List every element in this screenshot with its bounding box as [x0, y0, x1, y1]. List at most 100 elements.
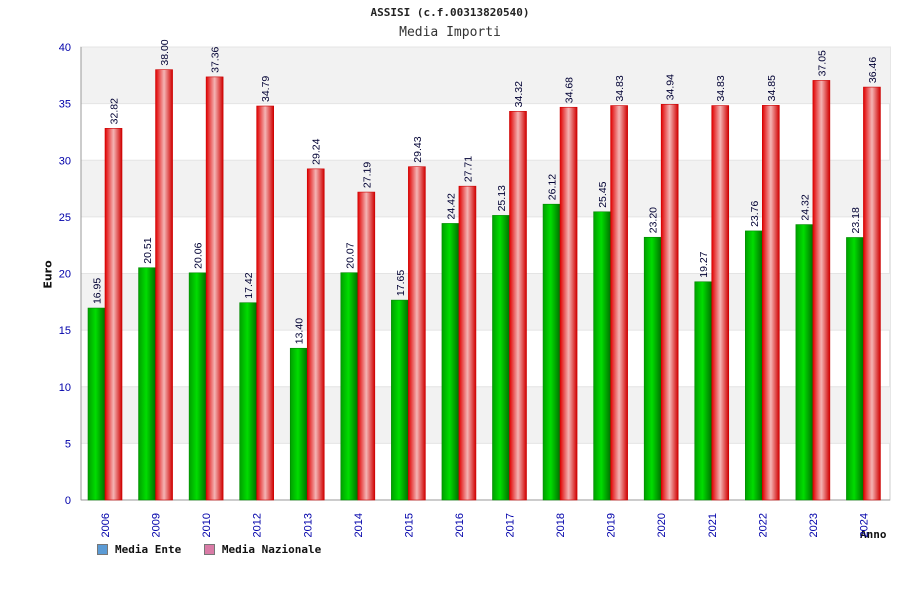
- y-tick-label: 5: [65, 438, 71, 450]
- bar-media-nazionale: [306, 168, 325, 501]
- x-tick-label: 2016: [454, 513, 466, 537]
- bar-media-nazionale: [863, 86, 881, 501]
- data-label: 34.94: [665, 74, 677, 100]
- data-label: 25.13: [496, 185, 508, 211]
- data-label: 34.79: [260, 76, 272, 102]
- data-label: 20.51: [142, 237, 154, 263]
- data-label: 23.76: [749, 200, 761, 226]
- x-tick-label: 2010: [201, 513, 213, 537]
- x-tick-label: 2018: [555, 513, 567, 537]
- y-tick-label: 25: [59, 212, 71, 224]
- legend-swatch-media-nazionale: [203, 544, 215, 555]
- y-axis-ticks: 0 5 10 15 20 25 30 35 40: [59, 42, 71, 507]
- bar-media-nazionale: [660, 104, 679, 501]
- bar-media-nazionale: [458, 185, 477, 501]
- bar-media-ente: [795, 224, 814, 501]
- data-label: 29.24: [311, 138, 323, 164]
- bar-media-ente: [391, 299, 409, 501]
- x-tick-label: 2023: [808, 513, 820, 537]
- bar-media-ente: [138, 267, 156, 501]
- data-label: 23.20: [648, 207, 660, 233]
- data-label: 17.65: [395, 270, 407, 296]
- bar-media-nazionale: [711, 105, 730, 501]
- bars: [87, 69, 881, 501]
- x-tick-label: 2014: [353, 513, 365, 537]
- legend-item-media-nazionale: Media Nazionale: [203, 543, 322, 556]
- data-label: 37.05: [816, 50, 828, 76]
- bar-media-ente: [593, 211, 611, 501]
- bar-media-nazionale: [762, 105, 780, 501]
- bar-media-nazionale: [812, 80, 831, 501]
- bar-media-nazionale: [610, 105, 628, 501]
- data-label: 34.68: [564, 77, 576, 103]
- data-label: 29.43: [412, 136, 424, 162]
- bar-media-ente: [289, 347, 308, 501]
- bar-media-ente: [846, 237, 864, 501]
- data-label: 23.18: [850, 207, 862, 233]
- y-tick-label: 0: [65, 495, 71, 507]
- data-label: 20.07: [344, 242, 356, 268]
- chart-title: ASSISI (c.f.00313820540): [370, 6, 530, 19]
- bar-media-ente: [239, 302, 257, 501]
- data-labels: 16.95 32.82 20.51 38.00 20.06 37.36 17.42 34.79…: [92, 39, 879, 344]
- legend-swatch-media-ente: [97, 544, 108, 555]
- data-label: 27.19: [361, 162, 373, 188]
- bar-media-nazionale: [509, 111, 527, 501]
- chart-subtitle: Media Importi: [399, 25, 501, 40]
- x-tick-label: 2022: [757, 513, 769, 537]
- bar-media-nazionale: [559, 106, 578, 501]
- bar-media-nazionale: [256, 105, 274, 501]
- data-label: 17.42: [243, 272, 255, 298]
- x-axis-label: Anno: [860, 528, 887, 541]
- data-label: 34.32: [513, 81, 525, 107]
- x-tick-label: 2013: [302, 513, 314, 537]
- y-tick-label: 10: [59, 382, 71, 394]
- bar-media-ente: [694, 281, 713, 501]
- x-tick-label: 2012: [252, 513, 264, 537]
- bar-media-nazionale: [205, 76, 224, 501]
- bar-media-nazionale: [155, 69, 173, 501]
- x-tick-label: 2009: [151, 513, 163, 537]
- x-tick-label: 2006: [100, 513, 112, 537]
- bar-media-ente: [643, 236, 662, 501]
- x-tick-label: 2024: [858, 513, 870, 537]
- data-label: 34.83: [614, 75, 626, 101]
- x-tick-label: 2015: [403, 513, 415, 537]
- x-tick-label: 2017: [505, 513, 517, 537]
- data-label: 24.32: [799, 194, 811, 220]
- legend: Media Ente Media Nazionale: [97, 543, 337, 558]
- bar-media-nazionale: [408, 166, 426, 501]
- data-label: 19.27: [698, 251, 710, 277]
- y-tick-label: 20: [59, 269, 71, 281]
- x-tick-label: 2021: [707, 513, 719, 537]
- y-tick-label: 15: [59, 325, 71, 337]
- data-label: 13.40: [294, 318, 306, 344]
- data-label: 34.85: [766, 75, 778, 101]
- data-label: 27.71: [462, 156, 474, 182]
- data-label: 16.95: [92, 278, 104, 304]
- data-label: 25.45: [597, 181, 609, 207]
- bar-media-ente: [87, 307, 106, 501]
- x-tick-label: 2019: [606, 513, 618, 537]
- legend-label-media-ente: Media Ente: [115, 543, 182, 556]
- y-tick-label: 40: [59, 42, 71, 54]
- legend-label-media-nazionale: Media Nazionale: [221, 543, 322, 556]
- data-label: 24.42: [445, 193, 457, 219]
- x-axis-ticks: 2006 2009 2010 2012 2013 2014 2015 2016 2017 2018…: [100, 513, 870, 537]
- data-label: 36.46: [867, 57, 879, 83]
- bar-media-ente: [745, 230, 763, 501]
- x-tick-label: 2020: [656, 513, 668, 537]
- bar-media-ente: [542, 203, 561, 501]
- bar-media-nazionale: [357, 191, 376, 501]
- bar-media-nazionale: [104, 128, 123, 501]
- bar-media-ente: [492, 215, 510, 501]
- legend-item-media-ente: Media Ente: [97, 543, 181, 556]
- bar-media-ente: [188, 272, 207, 501]
- data-label: 37.36: [210, 46, 222, 72]
- data-label: 32.82: [109, 98, 121, 124]
- bar-media-ente: [340, 272, 359, 501]
- y-tick-label: 35: [59, 99, 71, 111]
- data-label: 20.06: [193, 242, 205, 268]
- y-tick-label: 30: [59, 155, 71, 167]
